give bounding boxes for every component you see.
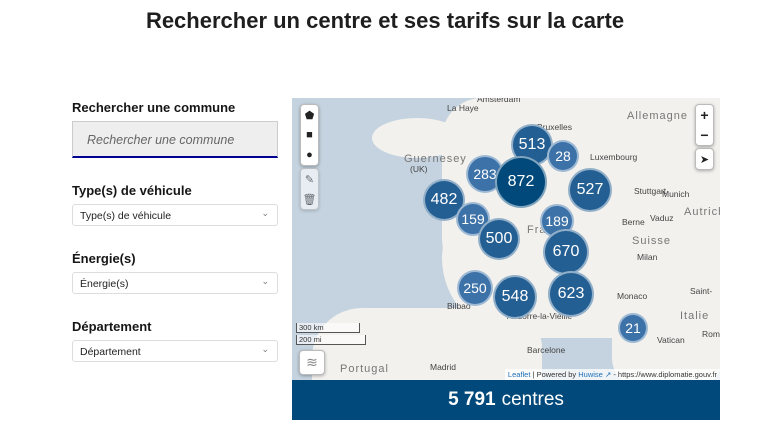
locate-arrow-icon[interactable]: ➤ <box>699 153 710 166</box>
chevron-down-icon: ⌄ <box>261 344 269 354</box>
cluster-marker[interactable]: 482 <box>423 179 465 221</box>
vehicle-type-select[interactable]: Type(s) de véhicule ⌄ <box>72 204 278 226</box>
cluster-marker[interactable]: 21 <box>618 313 648 343</box>
map-place-label: Barcelone <box>527 345 566 355</box>
map-place-label: Vatican <box>657 335 685 345</box>
map-place-label: Munich <box>662 189 690 199</box>
map[interactable]: Amsterdam La Haye Allemagne Bruxelles Guerne… <box>292 98 720 380</box>
map-place-label: Madrid <box>430 362 456 372</box>
cluster-marker[interactable]: 527 <box>568 168 612 212</box>
energy-value: Énergie(s) <box>80 278 129 290</box>
map-place-label: Milan <box>637 252 658 262</box>
map-place-label: Bruxelles <box>537 122 572 132</box>
department-label: Département <box>72 319 152 334</box>
cluster-marker[interactable]: 28 <box>547 140 579 172</box>
centre-count-bar: 5 791 centres <box>292 380 720 420</box>
map-place-label: Monaco <box>617 291 648 301</box>
commune-search-input[interactable]: Rechercher une commune <box>72 121 278 158</box>
centre-count-unit: centres <box>501 389 564 410</box>
source-text: - https://www.diplomatie.gouv.fr <box>613 370 717 379</box>
rectangle-tool-icon[interactable]: ■ <box>306 129 313 141</box>
map-attribution: Leaflet | Powered by Huwise ↗ - https://… <box>504 369 720 380</box>
layers-icon: ≋ <box>306 354 318 370</box>
map-place-label: Suisse <box>632 235 672 247</box>
map-place-label: Stuttgart <box>634 186 667 196</box>
external-link-icon: ↗ <box>604 370 612 379</box>
map-place-label: Amsterdam <box>477 98 521 104</box>
circle-tool-icon[interactable]: ● <box>306 149 313 161</box>
chevron-down-icon: ⌄ <box>261 276 269 286</box>
huwise-link[interactable]: Huwise <box>578 370 603 379</box>
energy-select[interactable]: Énergie(s) ⌄ <box>72 272 278 294</box>
trash-icon[interactable]: 🗑 <box>302 193 317 206</box>
vehicle-type-label: Type(s) de véhicule <box>72 183 192 198</box>
scale-km: 300 km <box>296 323 360 333</box>
cluster-marker[interactable]: 872 <box>495 156 547 208</box>
energy-label: Énergie(s) <box>72 251 136 266</box>
map-place-label: Rome <box>702 329 720 339</box>
cluster-marker[interactable]: 548 <box>493 275 537 319</box>
map-place-label: (UK) <box>410 164 428 174</box>
cluster-marker[interactable]: 500 <box>478 218 520 260</box>
map-place-label: Autriche <box>684 206 720 218</box>
locate-control: ➤ <box>695 148 714 170</box>
cluster-marker[interactable]: 250 <box>457 270 493 306</box>
edit-icon[interactable]: ✎ <box>304 173 315 186</box>
search-label: Rechercher une commune <box>72 100 236 115</box>
layers-button[interactable]: ≋ <box>299 350 325 375</box>
zoom-in-button[interactable]: + <box>700 107 709 123</box>
department-select[interactable]: Département ⌄ <box>72 340 278 362</box>
edit-toolbar: ✎ 🗑 <box>300 168 319 210</box>
vehicle-type-value: Type(s) de véhicule <box>80 210 172 222</box>
chevron-down-icon: ⌄ <box>261 208 269 218</box>
department-value: Département <box>80 346 141 358</box>
map-place-label: La Haye <box>447 103 479 113</box>
map-place-label: Saint- <box>690 286 713 296</box>
polygon-tool-icon[interactable]: ⬟ <box>304 109 315 122</box>
cluster-marker[interactable]: 623 <box>548 271 594 317</box>
map-place-label: Luxembourg <box>590 152 638 162</box>
leaflet-link[interactable]: Leaflet <box>507 370 531 379</box>
map-place-label: Guernesey <box>404 153 467 165</box>
map-place-label: Portugal <box>340 363 389 375</box>
map-place-label: Vaduz <box>650 213 674 223</box>
zoom-out-button[interactable]: − <box>700 127 709 143</box>
map-place-label: Andorre-la-Vieille <box>507 311 573 321</box>
map-place-label: Allemagne <box>627 110 688 122</box>
map-place-label: Bilbao <box>447 301 471 311</box>
map-place-label: Berne <box>622 217 645 227</box>
cluster-marker[interactable]: 670 <box>543 229 589 275</box>
scale-mi: 200 mi <box>296 335 366 345</box>
page-title: Rechercher un centre et ses tarifs sur l… <box>145 8 625 33</box>
centre-count: 5 791 <box>448 389 496 410</box>
draw-toolbar: ⬟ ■ ● <box>300 104 319 166</box>
zoom-control: + − <box>695 104 714 146</box>
land-uk <box>372 118 462 158</box>
powered-by-text: | Powered by <box>532 370 577 379</box>
map-place-label: Italie <box>680 310 710 322</box>
